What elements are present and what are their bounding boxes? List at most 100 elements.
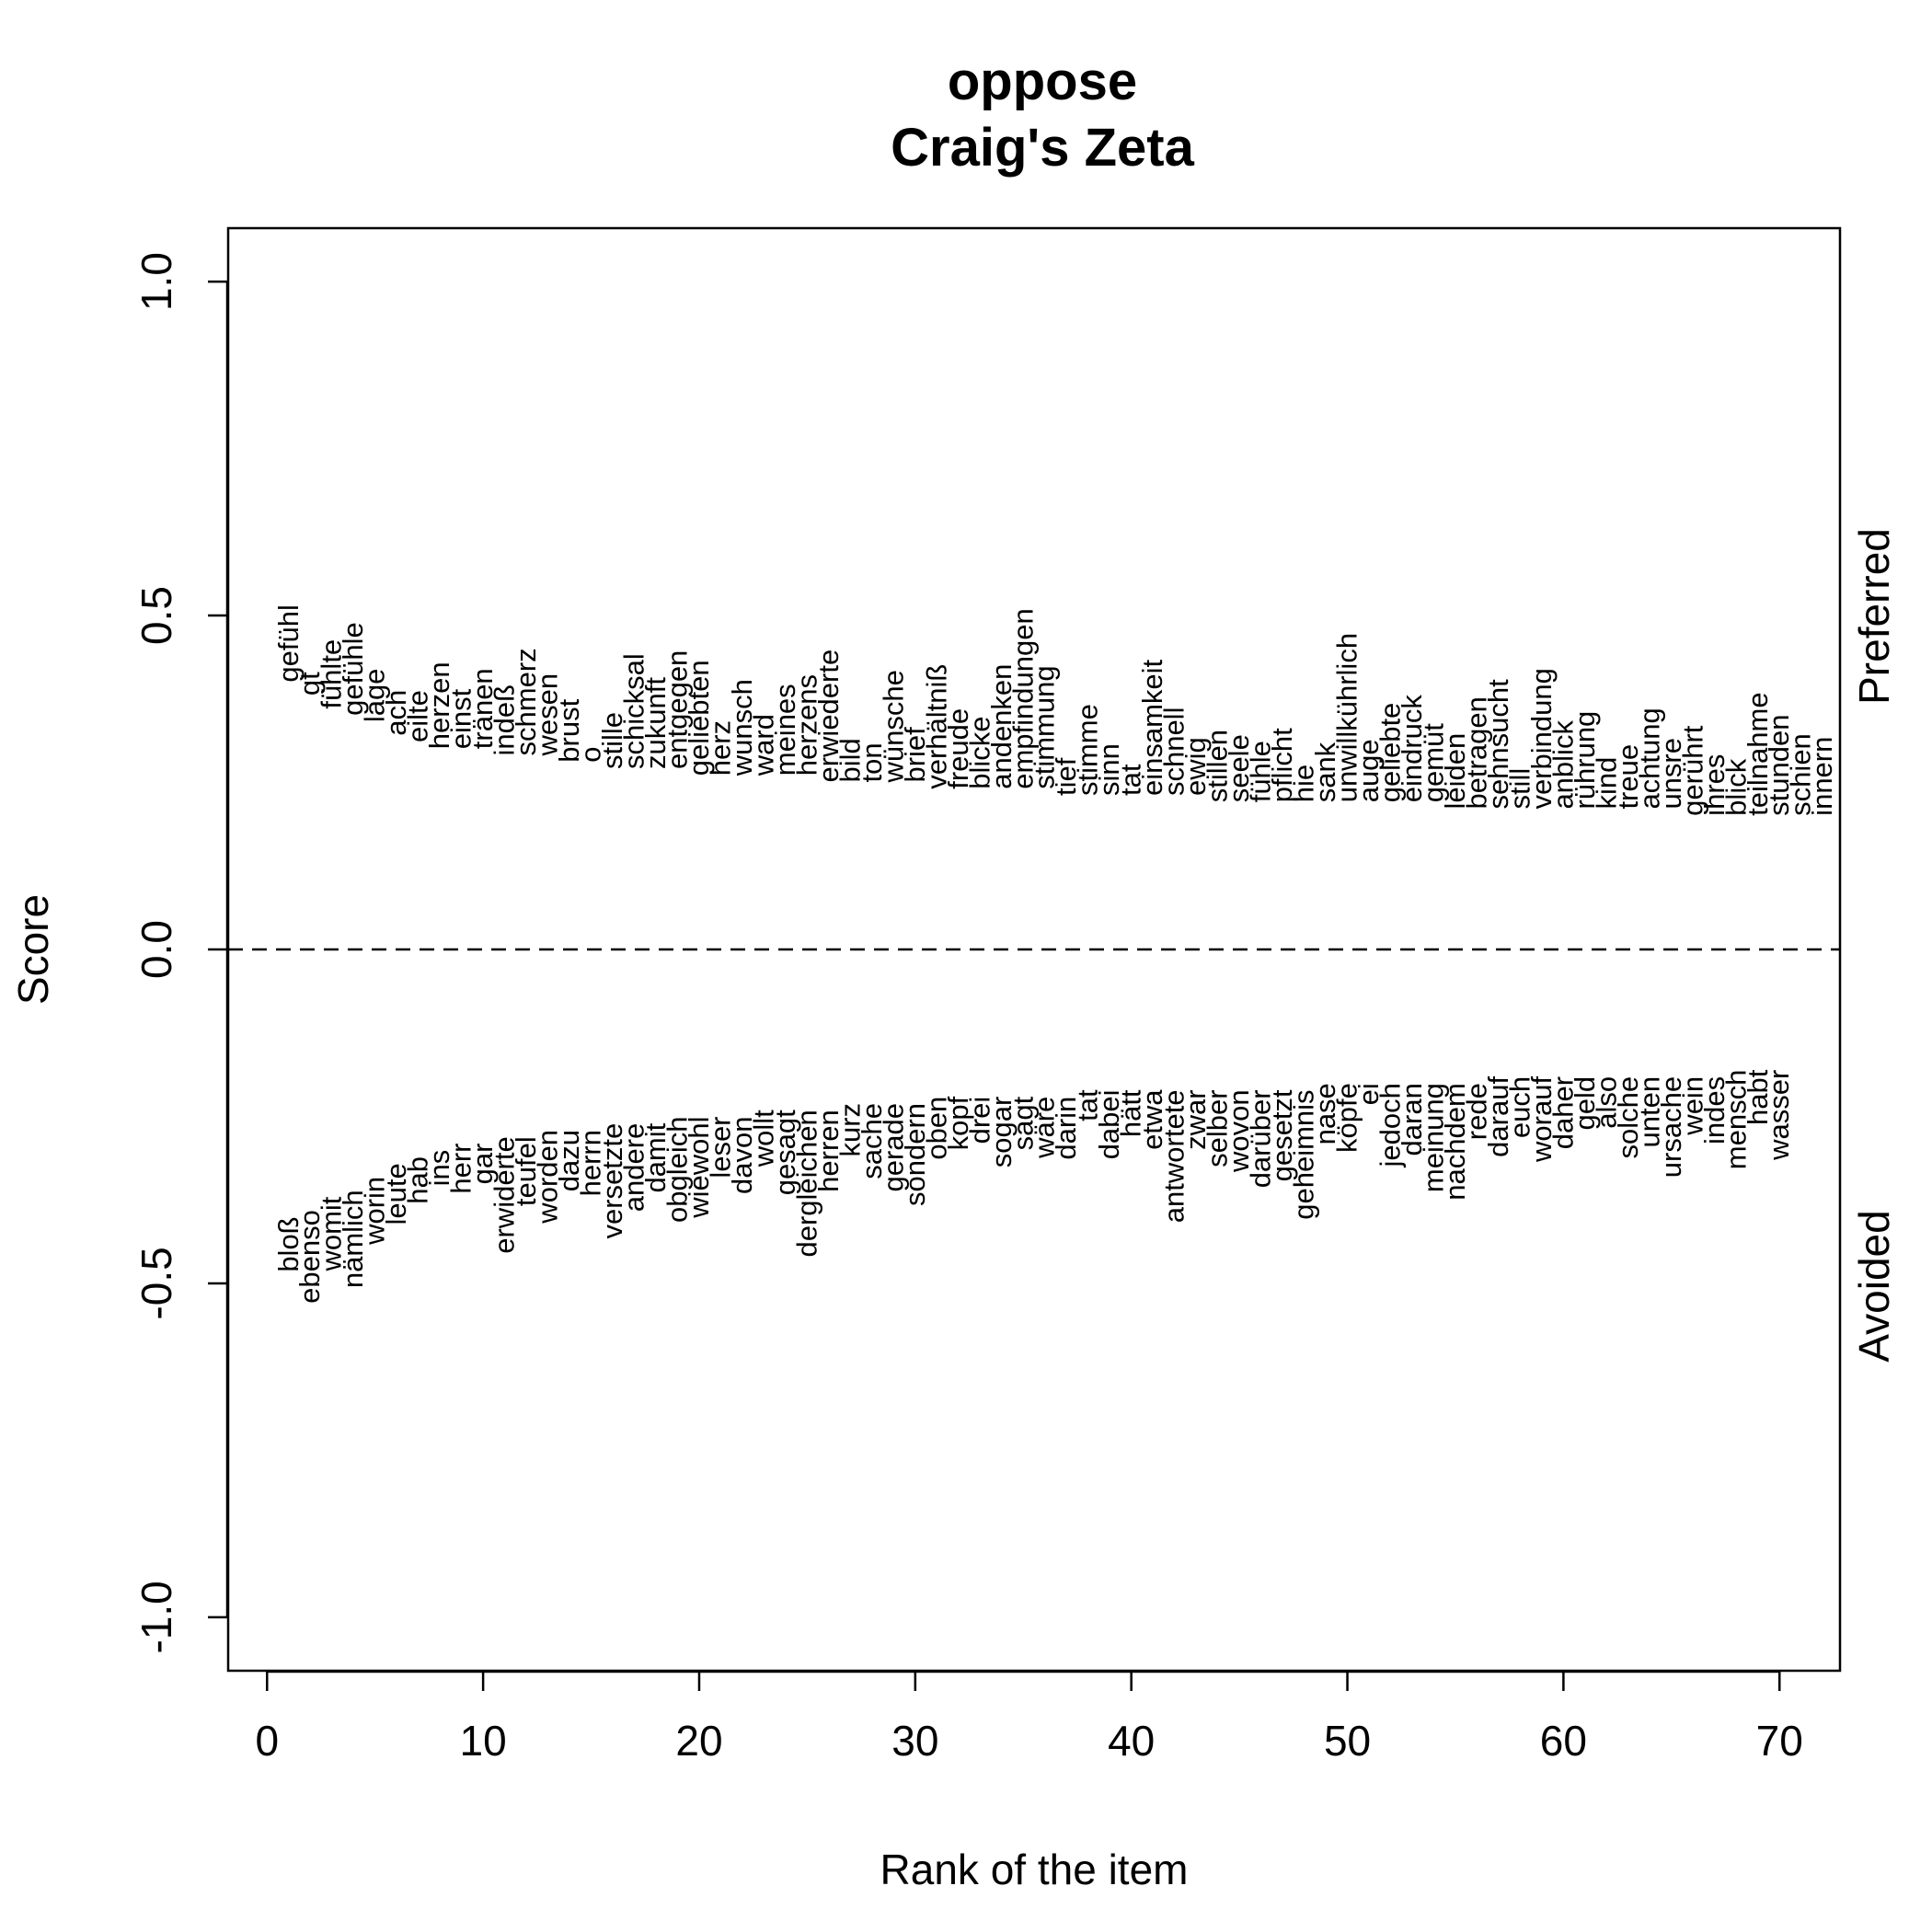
avoided-word: wovon <box>1223 1089 1255 1173</box>
x-tick-label: 0 <box>255 1717 279 1765</box>
preferred-word: stunden <box>1763 714 1795 815</box>
preferred-word: gerührt <box>1676 725 1708 816</box>
preferred-word: herzen <box>423 661 455 749</box>
avoided-word: sagt <box>1006 1096 1039 1150</box>
avoided-word: nämlich <box>337 1190 369 1288</box>
preferred-word: betragen <box>1460 696 1492 809</box>
preferred-word: achtung <box>1633 707 1665 809</box>
preferred-word: wesen <box>532 673 564 757</box>
preferred-word: rührung <box>1569 711 1601 810</box>
preferred-word: verhältniß <box>920 664 952 789</box>
preferred-word: erwiederte <box>812 650 845 783</box>
avoided-word: worin <box>359 1177 391 1246</box>
avoided-word: indes <box>1698 1076 1731 1144</box>
avoided-word: sondern <box>899 1103 931 1206</box>
avoided-word: darauf <box>1482 1076 1514 1157</box>
preferred-word: schicksal <box>618 653 650 769</box>
avoided-word: worauf <box>1525 1076 1558 1163</box>
avoided-word: davon <box>726 1116 758 1193</box>
avoided-word: daher <box>1547 1076 1579 1149</box>
x-tick-label: 50 <box>1324 1717 1371 1765</box>
preferred-word: auge <box>1352 739 1385 802</box>
y-tick-label: 1.0 <box>132 252 180 311</box>
preferred-side-label: Preferred <box>1850 528 1898 705</box>
avoided-word: leute <box>380 1163 412 1225</box>
avoided-word: sache <box>856 1103 888 1179</box>
chart-title: oppose <box>948 52 1137 111</box>
preferred-word: pflicht <box>1266 728 1298 802</box>
avoided-word: tat <box>1072 1089 1104 1121</box>
avoided-word: gesetzt <box>1266 1089 1298 1181</box>
avoided-word: köpfe <box>1331 1083 1363 1153</box>
avoided-word: euch <box>1503 1076 1535 1138</box>
avoided-word: geld <box>1569 1076 1601 1131</box>
preferred-word: teilnahme <box>1742 692 1774 815</box>
x-tick-label: 60 <box>1540 1717 1587 1765</box>
preferred-word: indeß <box>489 684 521 756</box>
preferred-word: empfindungen <box>1006 608 1039 789</box>
x-axis-title: Rank of the item <box>880 1846 1189 1893</box>
preferred-word: unsre <box>1655 738 1687 810</box>
avoided-word: kurz <box>834 1103 866 1157</box>
avoided-word: gerade <box>877 1103 909 1192</box>
preferred-word: o <box>575 746 607 762</box>
preferred-word: brief <box>899 727 931 783</box>
avoided-word: darüber <box>1245 1089 1277 1188</box>
preferred-word: sinn <box>1093 743 1125 796</box>
preferred-word: anblick <box>1547 720 1579 810</box>
preferred-word: ewig <box>1179 737 1212 796</box>
preferred-word: unwillkührlich <box>1331 633 1363 802</box>
preferred-word: zukunft <box>639 677 672 769</box>
avoided-word: worden <box>532 1130 564 1225</box>
preferred-word: geliebten <box>683 660 715 776</box>
avoided-word: rede <box>1460 1083 1492 1140</box>
avoided-word: wasser <box>1763 1070 1795 1161</box>
preferred-word: fühlte <box>316 639 348 709</box>
x-tick-label: 70 <box>1756 1717 1803 1765</box>
preferred-word: bild <box>834 738 866 782</box>
y-tick-label: -0.5 <box>132 1247 180 1319</box>
avoided-side-label: Avoided <box>1850 1210 1898 1362</box>
preferred-word: tief <box>1050 757 1082 796</box>
avoided-word: kopf <box>942 1096 974 1150</box>
preferred-word: freude <box>942 708 974 789</box>
preferred-word: einsamkeit <box>1136 659 1168 796</box>
avoided-word: ebenso <box>293 1210 326 1304</box>
preferred-word: hie <box>1288 765 1320 802</box>
preferred-word: gefühle <box>337 622 369 716</box>
preferred-word: treue <box>1612 744 1644 810</box>
x-tick-label: 20 <box>675 1717 722 1765</box>
avoided-word: gar <box>466 1144 499 1185</box>
preferred-word: seele <box>1223 734 1255 802</box>
x-tick-label: 10 <box>460 1717 507 1765</box>
preferred-word: ihres <box>1698 754 1731 816</box>
preferred-word: stimme <box>1072 704 1104 796</box>
preferred-word: blick <box>1719 758 1752 816</box>
avoided-word: unten <box>1633 1076 1665 1148</box>
avoided-word: geheimnis <box>1288 1089 1320 1219</box>
avoided-word: etwa <box>1136 1089 1168 1150</box>
preferred-word: sank <box>1309 742 1341 802</box>
preferred-word: herzens <box>790 674 822 776</box>
avoided-word: herr <box>445 1144 477 1194</box>
avoided-word: mensch <box>1719 1070 1752 1170</box>
chart-subtitle: Craig's Zeta <box>891 118 1194 178</box>
preferred-word: verbindung <box>1525 668 1558 809</box>
preferred-word: kind <box>1590 757 1622 810</box>
avoided-word: daran <box>1396 1083 1428 1156</box>
avoided-word: drei <box>963 1097 995 1144</box>
avoided-word: damit <box>639 1122 672 1192</box>
avoided-word: wiewohl <box>683 1116 715 1218</box>
preferred-word: wünsche <box>877 670 909 783</box>
preferred-word: tat <box>1115 764 1147 796</box>
avoided-word: bloß <box>272 1216 305 1271</box>
avoided-word: dergleichen <box>790 1110 822 1257</box>
preferred-word: einst <box>445 688 477 749</box>
avoided-word: jedoch <box>1374 1083 1407 1167</box>
preferred-words: gefühlgtfühltegefühlelageacheilteherzene… <box>272 604 1838 816</box>
avoided-word: ursache <box>1655 1076 1687 1178</box>
preferred-word: sehnsucht <box>1482 679 1514 810</box>
preferred-word: stimmung <box>1029 665 1061 788</box>
preferred-word: eilte <box>402 690 434 742</box>
